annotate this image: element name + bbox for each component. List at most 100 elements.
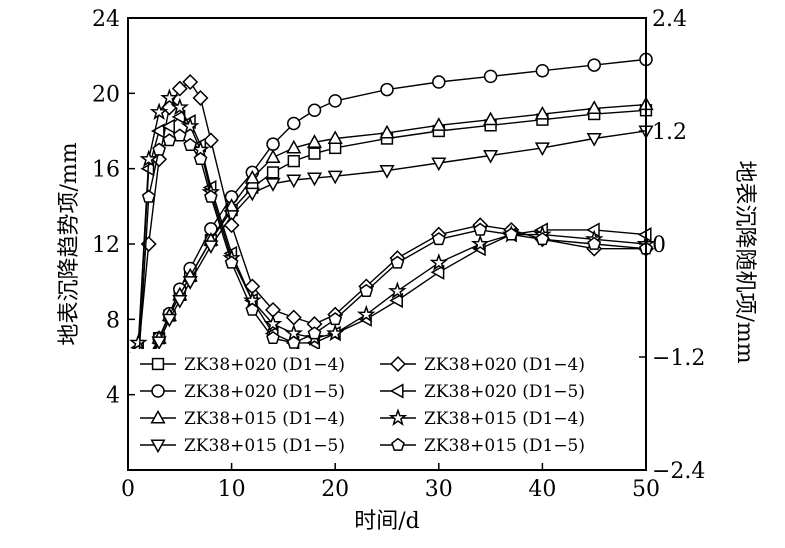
data-point: [192, 90, 209, 106]
data-point: [286, 335, 301, 349]
data-point: [244, 187, 260, 202]
x-tick-label: 0: [121, 477, 135, 502]
legend-entry: ZK38+015 (D1−5): [380, 436, 585, 456]
data-point: [586, 100, 602, 114]
data-point: [193, 151, 208, 166]
data-point: [160, 88, 179, 106]
y-axis-left-title: 地表沉降趋势项/mm: [57, 142, 82, 345]
data-point: [327, 130, 343, 145]
legend-background: [131, 349, 651, 467]
data-point: [307, 103, 322, 118]
data-point: [483, 111, 499, 126]
data-point: [180, 116, 200, 135]
legend-label: ZK38+020 (D1−5): [184, 382, 345, 402]
data-point: [141, 189, 156, 203]
data-point: [308, 147, 321, 160]
data-point: [224, 255, 239, 269]
data-point: [149, 102, 169, 121]
data-point: [161, 118, 175, 134]
legend-label: ZK38+015 (D1−4): [184, 409, 345, 429]
data-point: [129, 333, 148, 351]
legend-entry: ZK38+020 (D1−4): [140, 355, 345, 375]
data-point: [429, 253, 449, 271]
x-tick-label: 20: [321, 477, 349, 502]
x-tick-label: 10: [218, 477, 246, 502]
data-point: [431, 117, 447, 131]
series-5-diamond: [130, 74, 654, 361]
data-point: [328, 94, 342, 108]
data-point: [306, 134, 323, 148]
data-point: [263, 314, 283, 332]
data-point: [286, 139, 302, 154]
data-point: [287, 116, 301, 131]
data-point: [139, 149, 159, 168]
y-left-tick-label: 4: [106, 384, 120, 409]
data-point: [430, 264, 445, 280]
data-point: [356, 304, 376, 323]
legend-label: ZK38+015 (D1−5): [184, 436, 345, 456]
x-tick-label: 40: [528, 477, 556, 502]
data-point: [266, 137, 280, 151]
legend-entry: ZK38+020 (D1−5): [140, 382, 345, 402]
y-right-tick-label: 2.4: [652, 7, 687, 32]
data-point: [306, 172, 323, 187]
data-point: [265, 149, 281, 163]
series-line: [137, 81, 646, 353]
legend-entry: ZK38+020 (D1−4): [380, 355, 585, 375]
y-right-tick-label: −1.2: [652, 346, 705, 371]
y-right-tick-label: 0: [652, 233, 666, 258]
data-point: [329, 141, 342, 155]
legend-marker: [151, 384, 165, 398]
data-point: [265, 178, 281, 192]
legend-entry: ZK38+015 (D1−4): [380, 408, 585, 429]
data-point: [182, 74, 199, 90]
data-point: [151, 336, 167, 351]
data-point: [204, 189, 218, 203]
series-layer: [129, 52, 656, 394]
y-left-tick-label: 20: [92, 82, 120, 107]
y-right-tick-label: −2.4: [652, 459, 705, 484]
data-point: [379, 165, 395, 179]
data-point: [359, 283, 374, 297]
data-point: [586, 132, 602, 147]
data-point: [587, 236, 602, 250]
data-point: [152, 142, 166, 156]
series-line: [137, 96, 647, 343]
data-point: [389, 292, 403, 309]
y-right-tick-label: 1.2: [652, 120, 687, 145]
data-point: [287, 154, 300, 168]
legend-entry: ZK38+015 (D1−4): [140, 409, 345, 429]
data-point: [182, 276, 198, 290]
data-point: [535, 232, 550, 246]
data-point: [307, 326, 322, 340]
data-point: [161, 313, 177, 328]
data-point: [266, 166, 280, 179]
legend-label: ZK38+015 (D1−4): [424, 409, 585, 429]
data-point: [470, 234, 490, 252]
data-point: [162, 133, 177, 147]
data-point: [150, 123, 165, 139]
data-point: [245, 302, 260, 316]
series-2-circle: [131, 52, 653, 394]
y-left-tick-label: 8: [106, 308, 120, 333]
legend-entry: ZK38+015 (D1−5): [140, 436, 345, 456]
legend-label: ZK38+020 (D1−4): [424, 355, 585, 375]
x-tick-label: 50: [632, 477, 660, 502]
data-point: [172, 128, 187, 142]
data-point: [172, 294, 188, 309]
data-point: [285, 309, 302, 326]
legend-marker: [150, 409, 166, 424]
data-point: [534, 142, 550, 157]
data-point: [223, 217, 240, 234]
y-left-tick-label: 16: [92, 158, 120, 183]
legend-marker: [151, 357, 165, 371]
data-point: [431, 232, 446, 246]
data-point: [473, 222, 488, 236]
data-point: [390, 255, 405, 269]
series-7-star: [129, 88, 656, 351]
data-point: [587, 58, 601, 72]
data-point: [535, 63, 550, 78]
legend-marker: [388, 408, 408, 426]
